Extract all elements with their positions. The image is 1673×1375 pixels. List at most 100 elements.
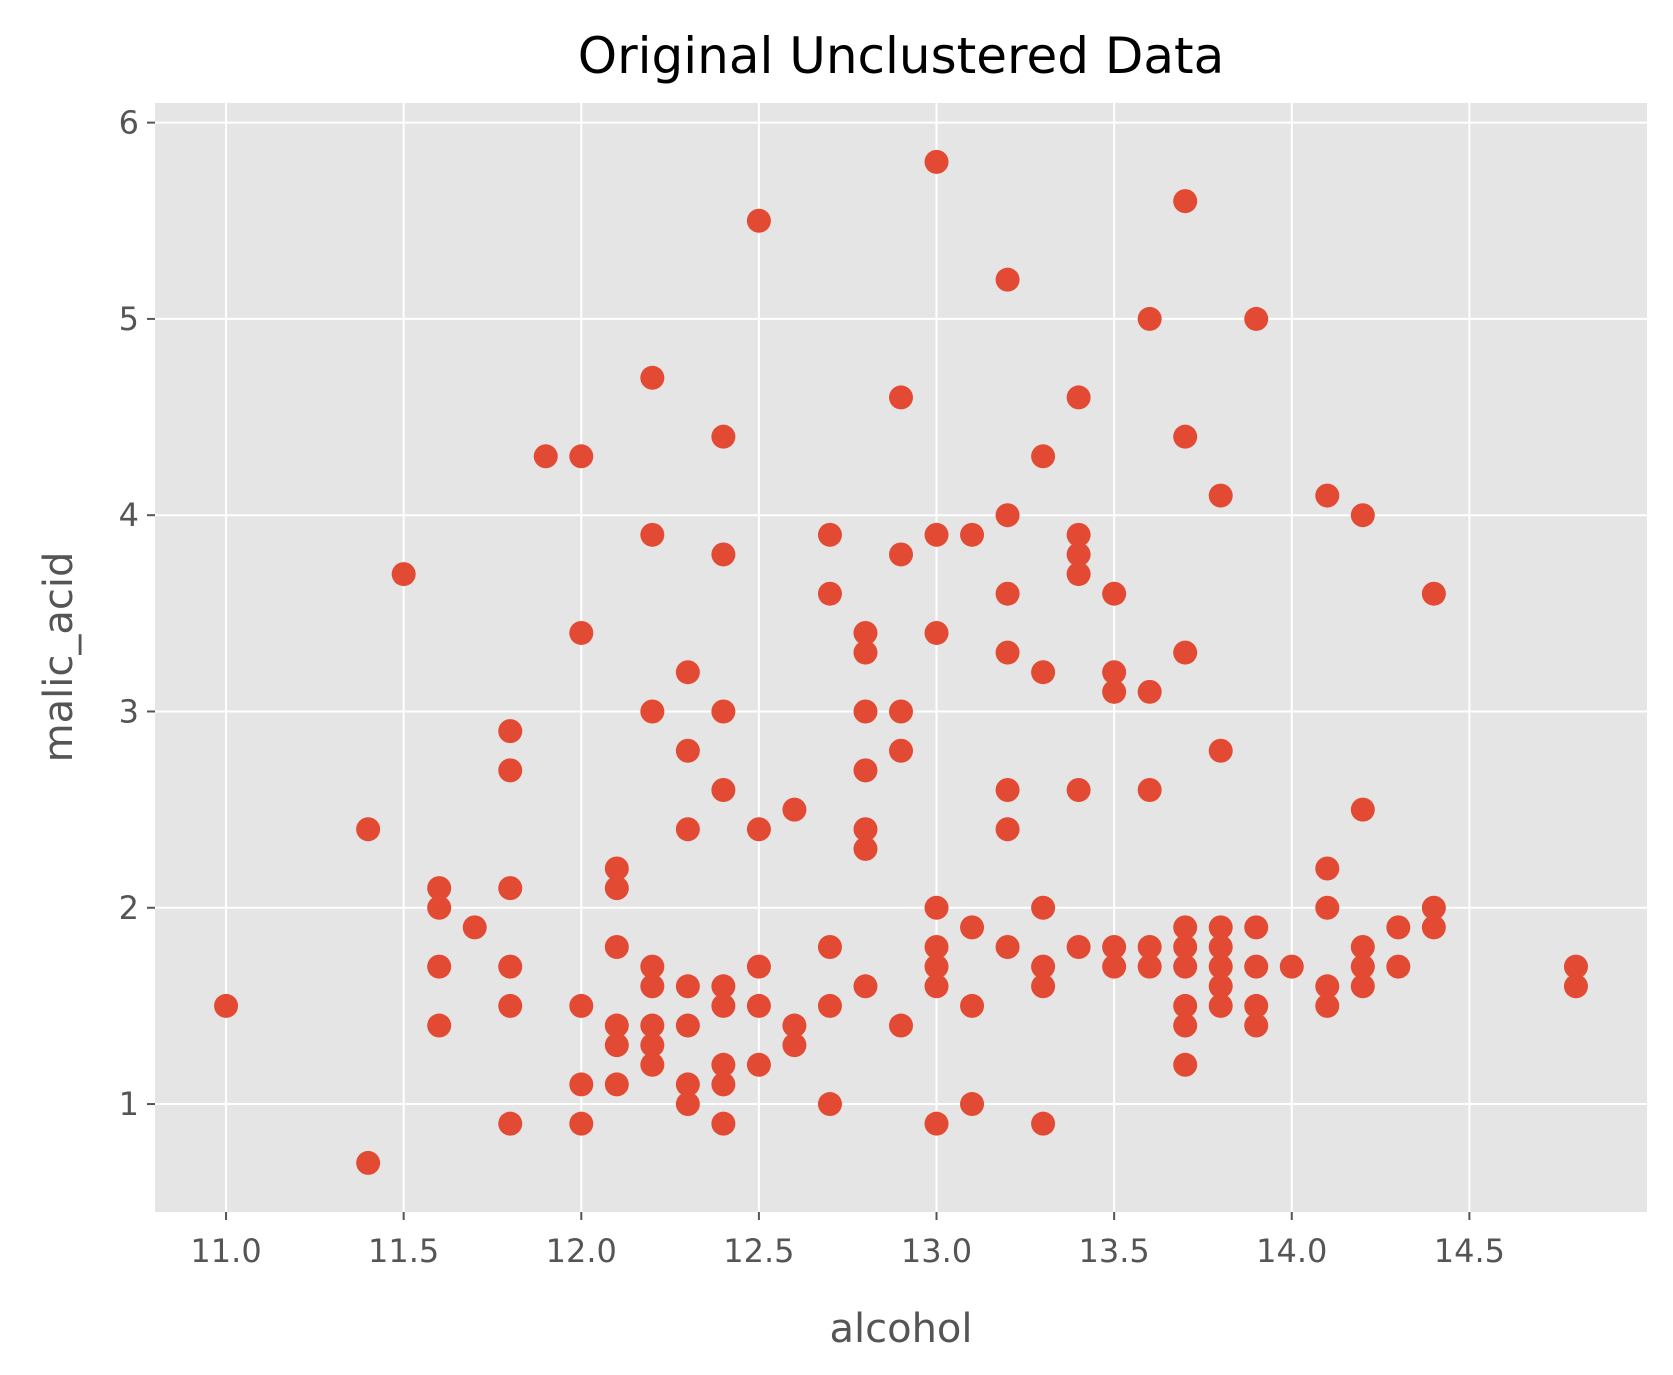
data-point [960, 1092, 985, 1117]
x-tick-label: 13.0 [901, 1232, 972, 1270]
data-point [640, 1033, 665, 1058]
data-point [1421, 895, 1446, 920]
data-point [640, 699, 665, 724]
data-point [1173, 915, 1198, 940]
y-tick-label: 3 [119, 692, 139, 730]
data-point [604, 1013, 629, 1038]
data-point [1031, 1111, 1056, 1136]
data-points [214, 149, 1588, 1175]
data-point [924, 149, 949, 174]
data-point [1244, 306, 1269, 331]
data-point [498, 1111, 523, 1136]
data-point [817, 935, 842, 960]
x-tick-label: 12.0 [546, 1232, 617, 1270]
data-point [498, 954, 523, 979]
data-point [498, 719, 523, 744]
data-point [1279, 954, 1304, 979]
data-point [604, 856, 629, 881]
data-point [1173, 935, 1198, 960]
data-point [711, 993, 736, 1018]
y-tick-label: 6 [119, 104, 139, 142]
data-point [924, 620, 949, 645]
data-point [1208, 935, 1233, 960]
data-point [640, 974, 665, 999]
data-point [853, 817, 878, 842]
data-point [853, 974, 878, 999]
data-point [995, 935, 1020, 960]
data-point [889, 542, 913, 567]
data-point [1031, 660, 1056, 685]
data-point [427, 1013, 452, 1038]
data-point [1137, 306, 1162, 331]
data-point [569, 1072, 594, 1097]
x-tick-label: 12.5 [723, 1232, 794, 1270]
data-point [214, 993, 239, 1018]
data-point [782, 1033, 807, 1058]
data-point [889, 385, 913, 410]
data-point [356, 817, 381, 842]
data-point [640, 1052, 665, 1077]
data-point [817, 993, 842, 1018]
data-point [675, 1013, 700, 1038]
data-point [569, 993, 594, 1018]
data-point [1208, 974, 1233, 999]
data-point [817, 1092, 842, 1117]
data-point [1066, 522, 1091, 547]
data-point [924, 954, 949, 979]
data-point [1315, 895, 1340, 920]
data-point [604, 1072, 629, 1097]
data-point [1137, 954, 1162, 979]
data-point [1208, 915, 1233, 940]
data-point [604, 876, 629, 901]
data-point [960, 522, 985, 547]
data-point [711, 542, 736, 567]
y-tick-label: 2 [119, 889, 139, 927]
x-tick-label: 13.5 [1079, 1232, 1150, 1270]
data-point [995, 817, 1020, 842]
data-point [1102, 679, 1127, 704]
y-tick-label: 4 [119, 496, 139, 534]
data-point [1066, 542, 1091, 567]
data-point [746, 954, 771, 979]
data-point [1066, 935, 1091, 960]
data-point [462, 915, 487, 940]
data-point [1244, 1013, 1269, 1038]
data-point [711, 699, 736, 724]
data-point [711, 1052, 736, 1077]
data-point [1563, 954, 1588, 979]
data-point [1315, 993, 1340, 1018]
data-point [569, 1111, 594, 1136]
data-point [640, 1013, 665, 1038]
x-tick-label: 14.0 [1256, 1232, 1327, 1270]
data-point [924, 895, 949, 920]
y-tick-label: 1 [119, 1085, 139, 1123]
data-point [391, 562, 416, 587]
data-point [853, 836, 878, 861]
data-point [853, 640, 878, 665]
data-point [995, 267, 1020, 292]
data-point [889, 738, 913, 763]
data-point [1350, 503, 1375, 528]
data-point [1421, 915, 1446, 940]
data-point [1137, 679, 1162, 704]
data-point [995, 640, 1020, 665]
data-point [1315, 856, 1340, 881]
data-point [498, 876, 523, 901]
data-point [711, 777, 736, 802]
data-point [1563, 974, 1588, 999]
data-point [1315, 974, 1340, 999]
x-axis-ticks: 11.0 11.5 12.0 12.5 13.0 13.5 14.0 14.5 [190, 1212, 1505, 1270]
data-point [711, 974, 736, 999]
data-point [960, 915, 985, 940]
data-point [1173, 640, 1198, 665]
data-point [889, 699, 913, 724]
data-point [711, 424, 736, 449]
x-tick-label: 11.0 [190, 1232, 261, 1270]
data-point [640, 954, 665, 979]
data-point [675, 1092, 700, 1117]
data-point [1208, 738, 1233, 763]
data-point [889, 1013, 913, 1038]
data-point [1386, 915, 1411, 940]
data-point [1350, 797, 1375, 822]
data-point [924, 974, 949, 999]
